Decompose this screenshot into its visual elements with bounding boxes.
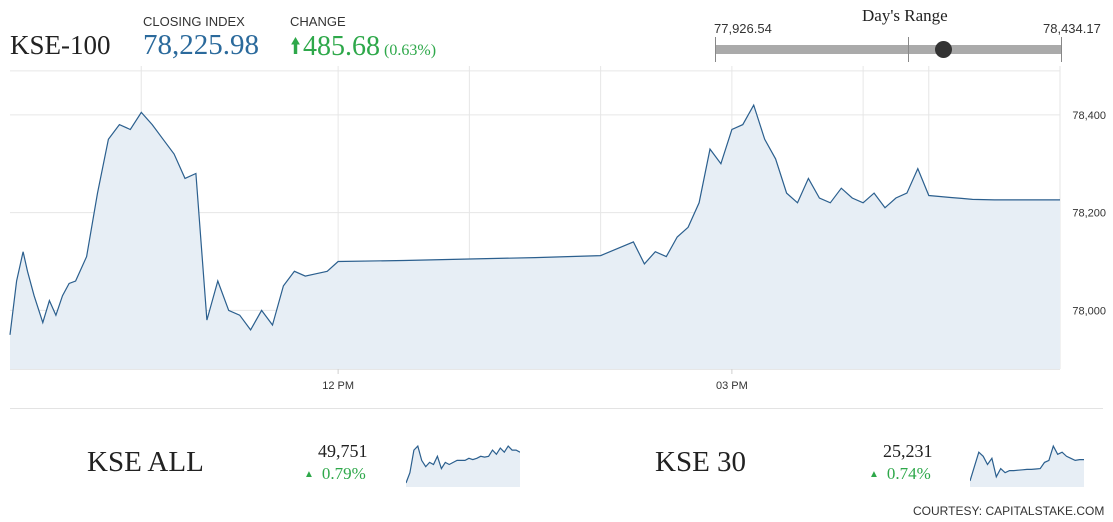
kse30-change: ▲ 0.74% <box>869 464 931 484</box>
kse30-sparkline <box>970 444 1084 487</box>
area-fill <box>10 105 1060 369</box>
triangle-up-icon: ▲ <box>304 469 314 480</box>
sparkline-area <box>970 446 1084 487</box>
kse-all-sparkline <box>406 444 520 487</box>
sparkline-line <box>970 444 1084 482</box>
courtesy-note: COURTESY: CAPITALSTAKE.COM <box>913 504 1105 518</box>
days-range-mid-tick <box>908 37 909 62</box>
days-range-marker <box>935 41 952 58</box>
y-tick-label: 78,000 <box>1072 305 1106 317</box>
kse-all-value: 49,751 <box>318 441 368 461</box>
days-range-right-tick <box>1061 37 1062 62</box>
days-range-title: Day's Range <box>862 6 948 25</box>
days-range-track <box>715 45 1062 54</box>
days-range-high: 78,434.17 <box>1043 21 1101 36</box>
change-percent: (0.63%) <box>384 42 437 59</box>
x-tick-label: 03 PM <box>716 380 748 392</box>
change-value: 485.68 <box>303 31 381 62</box>
sparkline-area <box>406 446 520 487</box>
triangle-up-icon: ▲ <box>869 469 879 480</box>
y-tick-label: 78,400 <box>1072 110 1106 122</box>
divider <box>10 408 1103 409</box>
index-name: KSE-100 <box>10 30 111 60</box>
intraday-chart: 12 PM 03 PM 78,400 78,200 78,000 <box>9 66 1106 392</box>
kse30-value: 25,231 <box>883 441 933 461</box>
days-range-left-tick <box>715 37 716 62</box>
closing-index-label: CLOSING INDEX <box>143 14 245 29</box>
x-tick-label: 12 PM <box>322 380 354 392</box>
change-block: 🠙485.68 (0.63%) <box>290 31 436 69</box>
y-tick-label: 78,200 <box>1072 208 1106 220</box>
kse-all-title: KSE ALL <box>87 446 204 478</box>
kse30-change-value: 0.74% <box>886 464 931 483</box>
kse-all-change-value: 0.79% <box>321 464 366 483</box>
kse30-title: KSE 30 <box>655 446 747 478</box>
sparkline-line <box>406 444 520 484</box>
kse-all-change: ▲ 0.79% <box>304 464 366 484</box>
arrow-up-icon: 🠙 <box>290 33 302 58</box>
series-line <box>9 103 1060 335</box>
days-range-low: 77,926.54 <box>714 21 772 36</box>
closing-index-value: 78,225.98 <box>143 29 259 61</box>
change-label: CHANGE <box>290 14 346 29</box>
